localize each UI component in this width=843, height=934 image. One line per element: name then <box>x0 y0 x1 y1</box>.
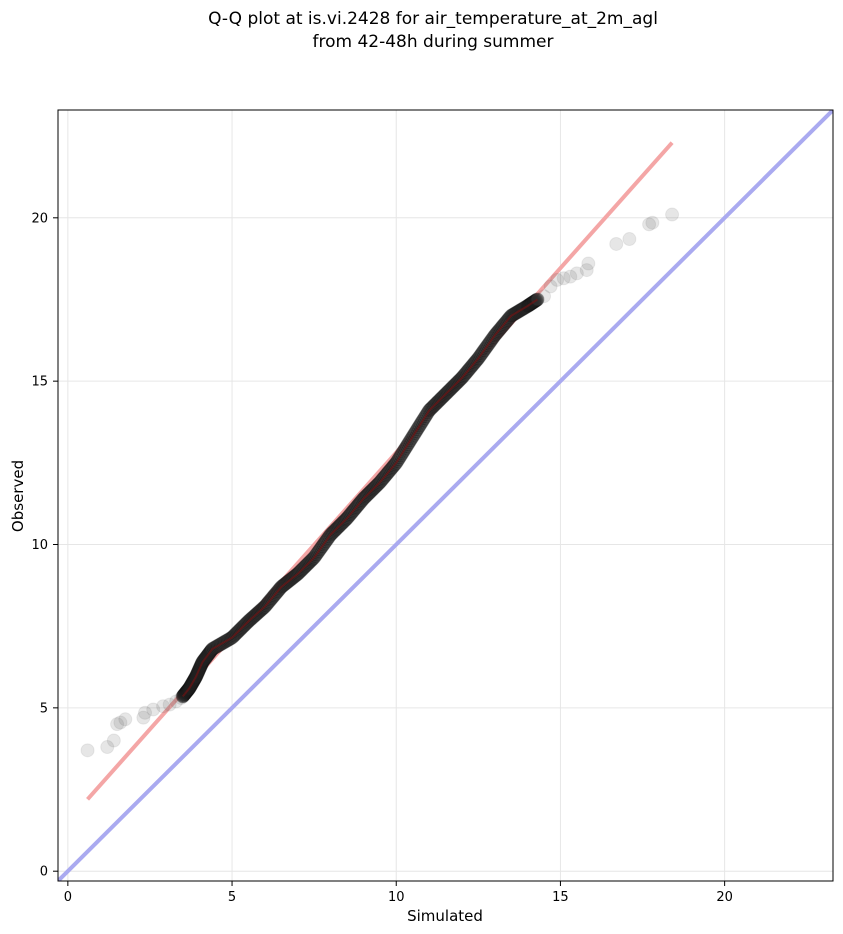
qq-point <box>100 740 115 755</box>
plot-frame <box>57 109 834 882</box>
qq-point <box>146 702 161 717</box>
qq-point <box>642 217 657 232</box>
points <box>80 207 680 758</box>
qq-point <box>113 715 128 730</box>
qq-point <box>645 215 660 230</box>
qq-point <box>138 705 153 720</box>
qq-point <box>169 694 184 709</box>
qq-point <box>136 710 151 725</box>
qq-point <box>556 271 571 286</box>
qq-point <box>569 266 584 281</box>
qq-point <box>162 697 177 712</box>
qq-point <box>609 236 624 251</box>
y-tick-label: 10 <box>31 538 48 553</box>
qq-point <box>80 743 95 758</box>
qq-point <box>622 232 637 247</box>
chart-title: Q-Q plot at is.vi.2428 for air_temperatu… <box>208 9 658 29</box>
ticks: 0 5 10 15 20 0 5 10 15 20 <box>31 211 732 905</box>
x-tick-label: 0 <box>64 890 72 905</box>
x-tick-label: 20 <box>716 890 733 905</box>
y-tick-label: 0 <box>40 865 48 880</box>
x-tick-label: 15 <box>552 890 569 905</box>
x-tick-label: 5 <box>228 890 236 905</box>
qq-point <box>110 717 125 732</box>
qq-point <box>106 733 121 748</box>
qq-point <box>543 279 558 294</box>
qq-point <box>665 207 680 222</box>
qq-point <box>550 272 565 287</box>
y-axis-label: Observed <box>9 460 27 532</box>
grid <box>58 110 833 881</box>
qq-point <box>156 699 171 714</box>
qq-point <box>581 256 596 271</box>
y-tick-label: 15 <box>31 375 48 390</box>
fit-line <box>86 141 674 801</box>
qq-point <box>118 712 133 727</box>
x-tick-label: 10 <box>388 890 405 905</box>
qq-point <box>563 269 578 284</box>
identity-line <box>58 110 833 881</box>
qq-point <box>537 289 552 304</box>
lines <box>58 110 833 881</box>
chart-subtitle: from 42-48h during summer <box>312 32 554 52</box>
qq-point <box>579 263 594 278</box>
x-axis-label: Simulated <box>407 907 483 925</box>
dense-trace <box>182 298 539 698</box>
y-tick-label: 5 <box>40 701 48 716</box>
y-tick-label: 20 <box>31 211 48 226</box>
